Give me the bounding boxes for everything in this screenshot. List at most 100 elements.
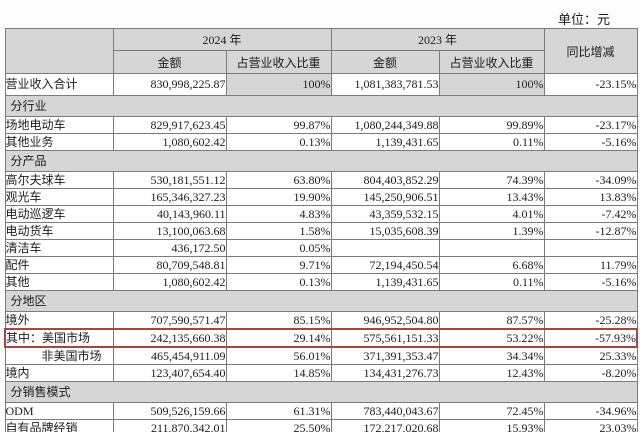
table-row: 清洁车 436,172.50 0.05%	[4, 239, 638, 257]
row-label: 其中：美国市场	[4, 328, 114, 348]
revenue-breakdown-table: 2024 年 2023 年 同比增减 金额 占营业收入比重 金额 占营业收入比重…	[4, 28, 639, 432]
table-body: 营业收入合计 830,998,225.87 100% 1,081,383,781.53…	[4, 73, 639, 432]
share-2024-cell: 100%	[225, 73, 332, 96]
section-row: 分产品	[4, 150, 638, 172]
section-label: 分销售模式	[4, 381, 638, 403]
share-2024-cell: 85.15%	[225, 311, 332, 330]
amount-2023-cell: 134,431,276.73	[330, 364, 440, 382]
share-2023-cell: 6.68%	[438, 256, 545, 274]
header-yoy: 同比增减	[543, 28, 638, 74]
table-row: 其他 1,080,602.42 0.13% 1,139,431.65 0.11% -5.1…	[4, 273, 638, 291]
share-2023-cell: 0.11%	[438, 273, 545, 291]
section-label: 分行业	[4, 95, 638, 117]
share-2024-cell: 99.87%	[225, 116, 332, 134]
share-2024-cell: 56.01%	[225, 346, 332, 365]
amount-2024-cell: 707,590,571.47	[112, 311, 227, 330]
row-label: 电动巡逻车	[4, 205, 114, 223]
row-label: 其他	[4, 273, 114, 291]
amount-2024-cell: 1,080,602.42	[112, 273, 227, 291]
share-2023-cell: 4.01%	[438, 205, 545, 223]
yoy-cell: -7.42%	[543, 205, 638, 223]
amount-2024-cell: 40,143,960.11	[112, 205, 227, 223]
amount-2024-cell: 509,526,159.66	[112, 402, 227, 420]
table-row: 其中：美国市场 242,135,660.38 29.14% 575,561,151.3…	[4, 328, 639, 348]
row-label: 境外	[4, 311, 114, 330]
share-2023-cell: 1.39%	[438, 222, 545, 240]
share-2024-cell: 63.80%	[225, 171, 332, 189]
amount-2023-cell: 946,952,504.80	[330, 311, 440, 330]
amount-2023-cell: 1,081,383,781.53	[330, 73, 440, 96]
share-2024-cell: 14.85%	[225, 364, 332, 382]
section-row: 分行业	[4, 95, 638, 117]
amount-2024-cell: 829,917,623.45	[112, 116, 227, 134]
row-label: 非美国市场	[4, 346, 114, 365]
amount-2024-cell: 465,454,911.09	[112, 346, 227, 365]
amount-2023-cell: 1,080,244,349.88	[330, 116, 440, 134]
yoy-cell: -5.16%	[543, 133, 638, 151]
header-row-measures: 金额 占营业收入比重 金额 占营业收入比重	[5, 50, 637, 74]
yoy-cell: -23.15%	[543, 73, 638, 96]
share-2023-cell: 99.89%	[438, 116, 545, 134]
share-2024-cell: 0.13%	[225, 133, 332, 151]
amount-2024-cell: 1,080,602.42	[112, 133, 227, 151]
yoy-cell: -34.09%	[543, 171, 638, 189]
row-label: 场地电动车	[4, 116, 114, 134]
yoy-cell: 11.79%	[543, 256, 638, 274]
yoy-cell: -12.87%	[543, 222, 638, 240]
table-row: 观光车 165,346,327.23 19.90% 145,250,906.51 13.…	[4, 188, 638, 206]
amount-2023-cell: 1,139,431.65	[330, 133, 440, 151]
amount-2023-cell: 575,561,151.33	[330, 328, 440, 348]
share-2023-cell: 53.22%	[438, 328, 545, 348]
table-row: 场地电动车 829,917,623.45 99.87% 1,080,244,349.8…	[4, 116, 638, 134]
unit-label: 单位：元	[557, 12, 610, 27]
row-label: 清洁车	[4, 239, 114, 257]
header-share-2023: 占营业收入比重	[438, 50, 545, 74]
share-2023-cell: 74.39%	[438, 171, 545, 189]
yoy-cell: -34.96%	[543, 402, 638, 420]
share-2024-cell: 9.71%	[225, 256, 332, 274]
header-share-2024: 占营业收入比重	[225, 50, 332, 74]
section-row: 分销售模式	[4, 381, 638, 403]
amount-2023-cell	[330, 239, 440, 257]
row-label: 高尔夫球车	[4, 171, 114, 189]
yoy-cell: -57.93%	[543, 328, 639, 348]
table-row: 境外 707,590,571.47 85.15% 946,952,504.80 87.5…	[4, 311, 638, 330]
yoy-cell: -25.28%	[543, 311, 638, 330]
share-2023-cell: 87.57%	[438, 311, 545, 330]
header-year-2024: 2024 年	[112, 28, 332, 51]
share-2023-cell: 0.11%	[438, 133, 545, 151]
amount-2023-cell: 72,194,450.54	[330, 256, 440, 274]
share-2024-cell: 61.31%	[225, 402, 332, 420]
share-2024-cell: 0.13%	[225, 273, 332, 291]
amount-2023-cell: 371,391,353.47	[330, 346, 440, 365]
yoy-cell: -23.17%	[543, 116, 638, 134]
share-2024-cell: 1.58%	[225, 222, 332, 240]
amount-2024-cell: 530,181,551.12	[112, 171, 227, 189]
share-2023-cell: 12.43%	[438, 364, 545, 382]
row-label: ODM	[4, 402, 114, 420]
table-row: ODM 509,526,159.66 61.31% 783,440,043.67 72.…	[4, 402, 638, 420]
section-row: 分地区	[4, 290, 638, 312]
amount-2023-cell: 1,139,431.65	[330, 273, 440, 291]
yoy-cell: 23.03%	[543, 419, 638, 432]
row-label: 营业收入合计	[4, 73, 114, 96]
amount-2024-cell: 211,870,342.01	[112, 419, 227, 432]
table-row: 境内 123,407,654.40 14.85% 134,431,276.73 12.4…	[4, 364, 638, 382]
row-label: 自有品牌经销	[4, 419, 114, 432]
share-2024-cell: 19.90%	[225, 188, 332, 206]
share-2024-cell: 29.14%	[225, 328, 332, 348]
amount-2023-cell: 783,440,043.67	[330, 402, 440, 420]
row-label: 境内	[4, 364, 114, 382]
share-2023-cell	[438, 239, 545, 257]
header-amount-2023: 金额	[330, 50, 440, 74]
share-2024-cell: 0.05%	[225, 239, 332, 257]
yoy-cell: -8.20%	[543, 364, 638, 382]
share-2023-cell: 34.34%	[438, 346, 545, 365]
table-row: 高尔夫球车 530,181,551.12 63.80% 804,403,852.29 7…	[4, 171, 638, 189]
table-row: 非美国市场 465,454,911.09 56.01% 371,391,353.47 3…	[4, 346, 638, 365]
share-2024-cell: 25.50%	[225, 419, 332, 432]
share-2023-cell: 13.43%	[438, 188, 545, 206]
yoy-cell: 25.33%	[543, 346, 638, 365]
amount-2024-cell: 436,172.50	[112, 239, 227, 257]
